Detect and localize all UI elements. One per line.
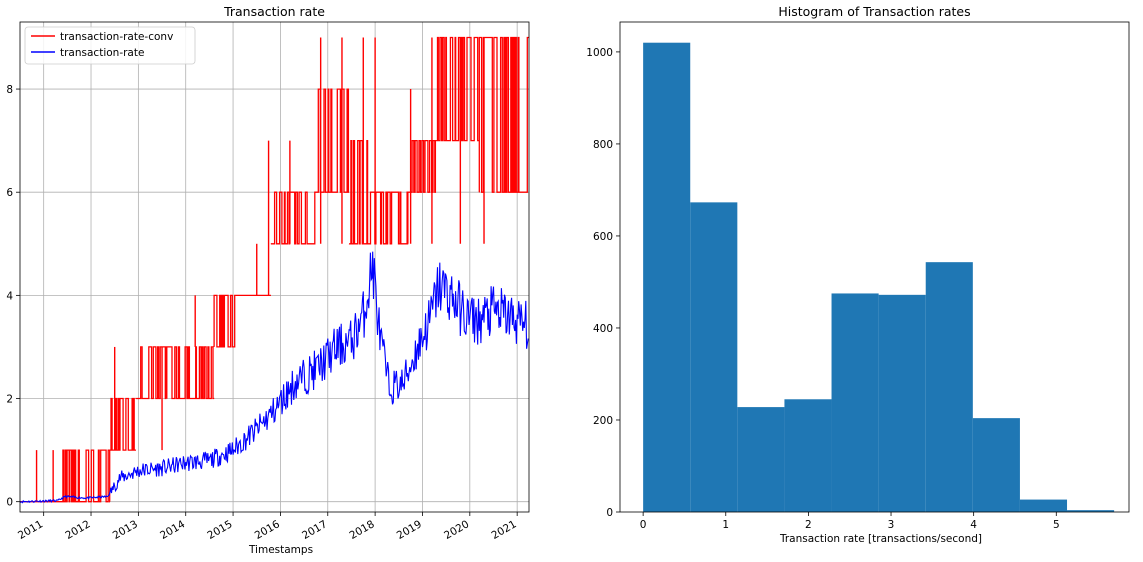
- right-axes-frame: [619, 21, 1130, 513]
- series-transaction-rate: [19, 251, 529, 504]
- left-y-axis: 0 2 4 6 8: [6, 84, 20, 509]
- histogram-transaction-rates: 0 200 400 600 800 1000 0 1 2 3 4 5 Histogram of Tr…: [586, 4, 1130, 545]
- histogram-bar: [737, 407, 785, 512]
- histogram-bar: [972, 418, 1020, 512]
- histogram-bar: [1019, 499, 1068, 512]
- right-y-tick-label: 0: [606, 507, 613, 519]
- right-y-tick-label: 200: [593, 415, 613, 427]
- right-x-tick-label: 1: [722, 519, 729, 531]
- histogram-bar: [643, 42, 691, 512]
- legend: transaction-rate-conv transaction-rate: [24, 26, 196, 65]
- right-x-tick-label: 3: [888, 519, 895, 531]
- left-y-tick-label: 2: [6, 394, 13, 406]
- left-y-tick-label: 4: [6, 290, 13, 302]
- right-x-axis-label: Transaction rate [transactions/second]: [779, 533, 982, 545]
- right-y-tick-label: 600: [593, 231, 613, 243]
- left-x-axis-label: Timestamps: [248, 544, 313, 556]
- right-chart-title: Histogram of Transaction rates: [778, 4, 970, 19]
- right-x-tick-label: 4: [970, 519, 977, 531]
- right-x-tick-label: 2: [805, 519, 812, 531]
- left-axes-frame: [19, 21, 530, 513]
- histogram-bar: [831, 293, 879, 512]
- legend-label-conv: transaction-rate-conv: [60, 31, 173, 43]
- series-rate-line: [19, 251, 529, 504]
- histogram-bars: [643, 42, 1115, 512]
- histogram-bar: [784, 399, 832, 512]
- histogram-bar: [1067, 510, 1115, 512]
- right-y-axis: 0 200 400 600 800 1000: [586, 47, 620, 519]
- legend-box: [24, 26, 196, 65]
- left-chart-title: Transaction rate: [223, 4, 325, 19]
- histogram-bar: [878, 294, 926, 512]
- left-y-tick-label: 0: [6, 497, 13, 509]
- right-x-tick-label: 0: [640, 519, 647, 531]
- right-x-axis: 0 1 2 3 4 5: [640, 512, 1060, 531]
- left-y-tick-label: 8: [6, 84, 13, 96]
- histogram-bar: [690, 202, 738, 512]
- histogram-bar: [925, 262, 973, 512]
- left-gridlines: [20, 22, 529, 512]
- left-y-tick-label: 6: [6, 187, 13, 199]
- legend-label-rate: transaction-rate: [60, 47, 144, 59]
- right-y-tick-label: 800: [593, 139, 613, 151]
- series-transaction-rate-conv: [20, 36, 530, 503]
- right-x-tick-label: 5: [1053, 519, 1060, 531]
- right-y-tick-label: 1000: [586, 47, 613, 59]
- right-y-tick-label: 400: [593, 323, 613, 335]
